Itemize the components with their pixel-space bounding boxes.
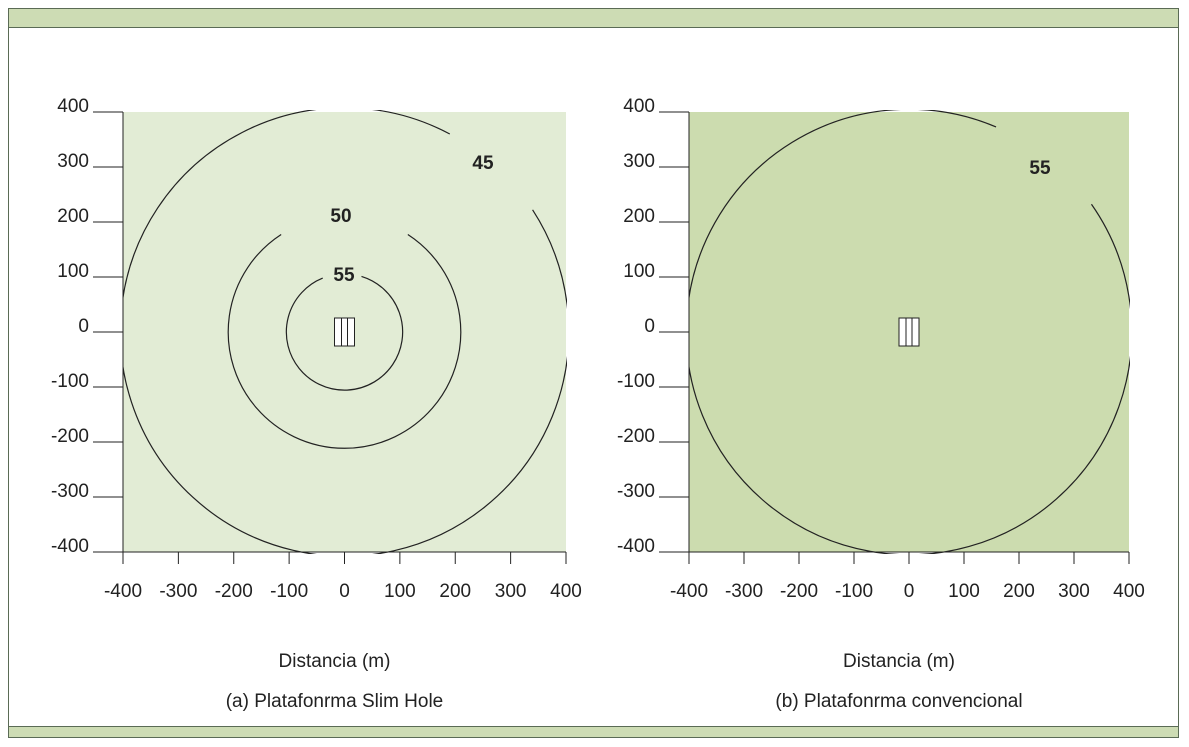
x-tick-label: 100: [948, 581, 980, 602]
contour-label-55: 55: [333, 265, 355, 286]
y-tick-label: 100: [57, 261, 89, 282]
x-tick-label: -300: [159, 581, 197, 602]
y-tick-label: -100: [51, 371, 89, 392]
x-tick-label: 0: [339, 581, 350, 602]
y-tick-label: 200: [623, 206, 655, 227]
top-band: [9, 9, 1178, 28]
x-axis-label: Distancia (m): [279, 651, 391, 672]
x-tick-label: -400: [670, 581, 708, 602]
y-tick-label: -300: [51, 481, 89, 502]
panel-caption: (b) Platafonrma convencional: [775, 691, 1022, 712]
x-tick-label: -100: [270, 581, 308, 602]
y-tick-label: 0: [644, 316, 655, 337]
y-tick-label: -100: [617, 371, 655, 392]
panel-caption: (a) Platafonrma Slim Hole: [226, 691, 444, 712]
y-tick-label: -200: [51, 426, 89, 447]
x-tick-label: 400: [550, 581, 582, 602]
y-tick-label: -400: [51, 536, 89, 557]
y-tick-label: -400: [617, 536, 655, 557]
y-tick-label: 200: [57, 206, 89, 227]
y-tick-label: -200: [617, 426, 655, 447]
y-tick-label: -300: [617, 481, 655, 502]
y-tick-label: 100: [623, 261, 655, 282]
x-tick-label: -200: [780, 581, 818, 602]
x-axis-label: Distancia (m): [843, 651, 955, 672]
panel-b-conventional: -400 -300 -200 -100 0 100 200 300 400 400 300 200 10…: [617, 96, 1145, 712]
contour-label-50: 50: [330, 206, 351, 227]
bottom-band: [9, 726, 1178, 737]
x-tick-label: -100: [835, 581, 873, 602]
x-tick-label: 200: [1003, 581, 1035, 602]
x-tick-label: -200: [215, 581, 253, 602]
x-tick-label: 200: [439, 581, 471, 602]
y-tick-label: 0: [78, 316, 89, 337]
contour-55: [285, 275, 404, 391]
y-tick-label: 400: [57, 96, 89, 117]
x-tick-label: 300: [1058, 581, 1090, 602]
contour-label-45: 45: [472, 153, 494, 174]
contour-45: [123, 110, 567, 554]
x-tick-label: 300: [495, 581, 527, 602]
x-tick-label: -400: [104, 581, 142, 602]
contour-55: [689, 110, 1130, 554]
y-tick-label: 300: [623, 151, 655, 172]
x-tick-label: -300: [725, 581, 763, 602]
x-tick-label: 400: [1113, 581, 1145, 602]
x-tick-label: 100: [384, 581, 416, 602]
contour-50: [227, 233, 462, 449]
y-tick-label: 400: [623, 96, 655, 117]
well-symbol: [898, 317, 920, 347]
y-tick-label: 300: [57, 151, 89, 172]
x-tick-label: 0: [904, 581, 915, 602]
contour-label-55: 55: [1029, 158, 1051, 179]
well-symbol: [334, 317, 355, 347]
panel-a-slim-hole: -400 -300 -200 -100 0 100 200 300 400 400 300 200 10…: [51, 96, 582, 712]
